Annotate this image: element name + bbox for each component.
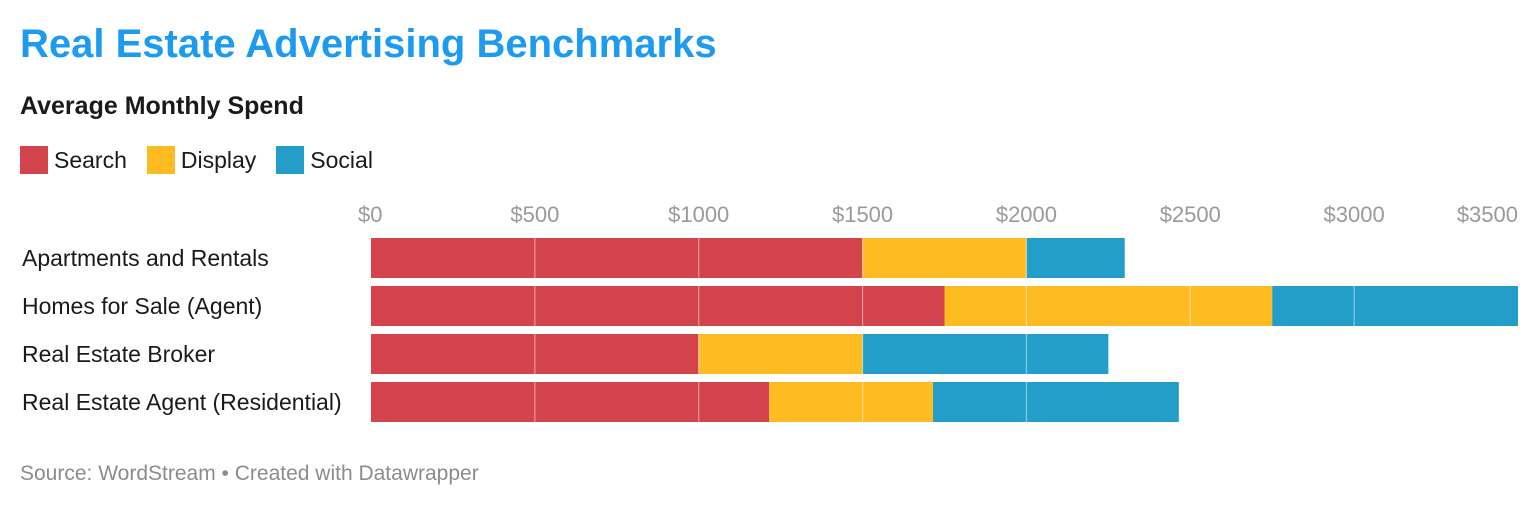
x-tick-label: $1000	[668, 202, 729, 227]
legend-label-search: Search	[54, 146, 127, 173]
legend-swatch-search	[20, 146, 48, 174]
legend-item-social: Social	[276, 146, 373, 174]
bar-search	[371, 238, 863, 278]
bar-search	[371, 286, 945, 326]
bar-search	[371, 334, 699, 374]
x-tick-label: $500	[510, 202, 559, 227]
category-label: Homes for Sale (Agent)	[22, 293, 262, 319]
x-tick-label: $3500	[1457, 202, 1518, 227]
bar-social	[1272, 286, 1518, 326]
legend: Search Display Social	[20, 146, 393, 174]
bar-display	[944, 286, 1273, 326]
legend-item-display: Display	[146, 146, 257, 174]
category-label: Real Estate Agent (Residential)	[22, 389, 342, 415]
bar-search	[371, 382, 770, 422]
bar-social	[862, 334, 1109, 374]
chart-title: Real Estate Advertising Benchmarks	[20, 22, 717, 66]
chart-footer: Source: WordStream • Created with Datawr…	[20, 462, 479, 486]
bar-social	[933, 382, 1179, 422]
footer-separator: •	[221, 462, 229, 485]
category-label: Real Estate Broker	[22, 341, 215, 367]
x-tick-label: $2000	[996, 202, 1057, 227]
source-text: Source: WordStream	[20, 462, 216, 485]
x-tick-label: $0	[358, 202, 382, 227]
bar-display	[862, 238, 1027, 278]
chart-subtitle: Average Monthly Spend	[20, 92, 304, 120]
credit-text: Created with Datawrapper	[234, 462, 479, 485]
category-label: Apartments and Rentals	[22, 245, 269, 271]
legend-label-display: Display	[180, 146, 257, 173]
bar-display	[769, 382, 934, 422]
bar-display	[698, 334, 863, 374]
x-tick-label: $3000	[1324, 202, 1385, 227]
legend-swatch-social	[276, 146, 305, 174]
bars-group	[371, 238, 1518, 422]
x-tick-label: $1500	[832, 202, 893, 227]
legend-item-search: Search	[20, 146, 127, 174]
legend-label-social: Social	[310, 146, 373, 173]
x-tick-label: $2500	[1160, 202, 1221, 227]
bar-social	[1026, 238, 1125, 278]
legend-swatch-display	[146, 146, 175, 174]
